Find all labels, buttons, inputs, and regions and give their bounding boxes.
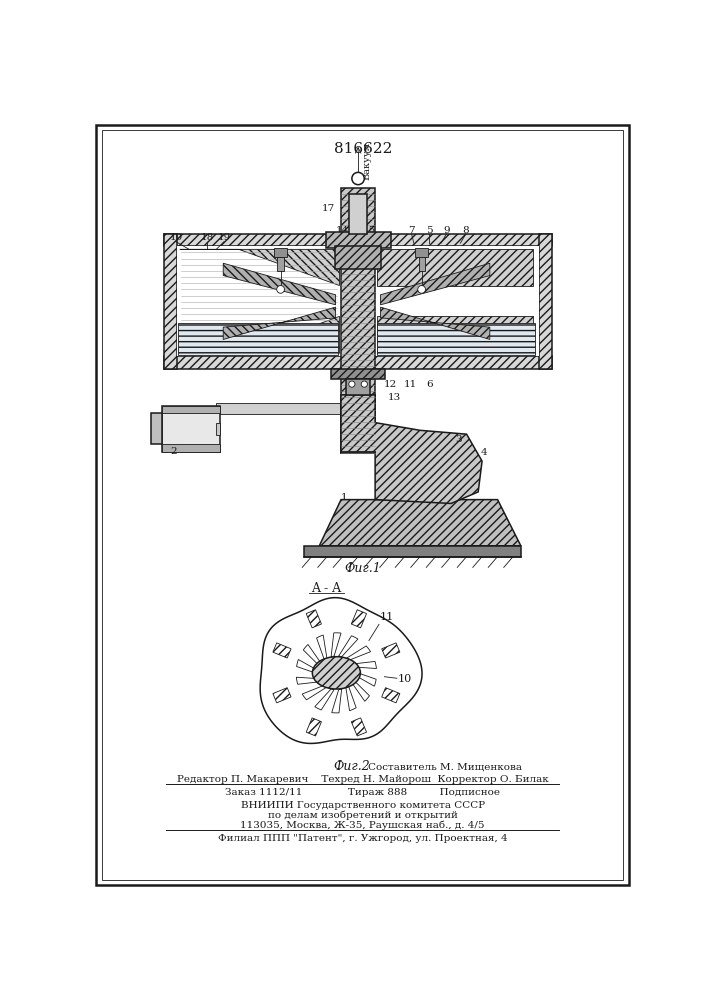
Polygon shape (380, 307, 490, 339)
Text: 10: 10 (397, 674, 411, 684)
Polygon shape (382, 688, 400, 703)
Bar (177, 246, 539, 356)
Text: 17: 17 (322, 204, 335, 213)
Polygon shape (339, 636, 358, 657)
Text: 16: 16 (347, 214, 360, 223)
Bar (419, 257, 425, 271)
Polygon shape (325, 232, 391, 248)
Bar (178, 323, 338, 355)
Text: 5: 5 (426, 226, 433, 235)
Bar (162, 406, 220, 413)
Polygon shape (354, 671, 376, 686)
Bar (162, 444, 220, 452)
Bar (416, 248, 428, 257)
Text: 4: 4 (480, 448, 487, 457)
Polygon shape (346, 646, 370, 661)
Text: 6: 6 (426, 380, 433, 389)
Polygon shape (539, 234, 552, 369)
Polygon shape (302, 685, 327, 700)
Polygon shape (341, 395, 482, 503)
Polygon shape (306, 610, 322, 628)
Text: 1: 1 (341, 493, 347, 502)
Polygon shape (273, 688, 291, 703)
Bar (216, 423, 220, 435)
Text: 15: 15 (362, 226, 375, 235)
Polygon shape (351, 661, 376, 669)
Text: 11: 11 (404, 380, 416, 389)
Text: 19: 19 (217, 233, 230, 242)
Bar (377, 323, 534, 355)
Polygon shape (296, 677, 322, 684)
Polygon shape (317, 635, 327, 661)
Polygon shape (331, 633, 341, 657)
Circle shape (361, 381, 368, 387)
Bar (274, 248, 287, 257)
Ellipse shape (312, 657, 361, 689)
Text: Вакуум: Вакуум (363, 142, 372, 180)
Circle shape (352, 172, 364, 185)
Text: 14: 14 (336, 226, 349, 235)
Polygon shape (382, 643, 400, 658)
Text: 3: 3 (455, 435, 462, 444)
Text: 816622: 816622 (334, 142, 392, 156)
Bar (216, 403, 341, 414)
Circle shape (276, 286, 284, 293)
Text: 7: 7 (408, 226, 415, 235)
Text: Филиал ППП "Патент", г. Ужгород, ул. Проектная, 4: Филиал ППП "Патент", г. Ужгород, ул. Про… (218, 834, 508, 843)
Bar (346, 379, 370, 395)
Text: 11: 11 (380, 612, 394, 622)
Polygon shape (351, 610, 366, 628)
Bar (151, 413, 162, 444)
Circle shape (418, 286, 426, 293)
Polygon shape (180, 249, 339, 286)
Polygon shape (273, 643, 291, 658)
Polygon shape (164, 356, 552, 369)
Text: Редактор П. Макаревич    Техред Н. Майорош  Корректор О. Билак: Редактор П. Макаревич Техред Н. Майорош … (177, 775, 549, 784)
Polygon shape (377, 249, 533, 286)
Text: 13: 13 (388, 393, 401, 402)
Circle shape (349, 381, 355, 387)
Polygon shape (223, 263, 336, 305)
Text: 12: 12 (384, 380, 397, 389)
Text: по делам изобретений и открытий: по делам изобретений и открытий (268, 811, 457, 820)
Bar (331, 369, 385, 379)
Polygon shape (315, 689, 334, 710)
Polygon shape (377, 316, 533, 353)
Text: A - A: A - A (311, 582, 341, 595)
Polygon shape (180, 316, 339, 353)
Polygon shape (351, 679, 370, 701)
Text: 113035, Москва, Ж-35, Раушская наб., д. 4/5: 113035, Москва, Ж-35, Раушская наб., д. … (240, 821, 485, 830)
Bar (162, 406, 220, 452)
Text: Составитель М. Мищенкова: Составитель М. Мищенкова (368, 762, 522, 771)
Polygon shape (164, 234, 177, 369)
Text: Фиг.2: Фиг.2 (334, 760, 370, 773)
Bar (341, 395, 375, 453)
Polygon shape (341, 188, 375, 453)
Polygon shape (164, 234, 552, 246)
Bar (335, 246, 381, 269)
Polygon shape (351, 718, 366, 736)
Polygon shape (380, 263, 490, 305)
Polygon shape (223, 307, 336, 339)
Bar (304, 546, 521, 557)
Polygon shape (332, 689, 341, 713)
Text: 10: 10 (169, 233, 182, 242)
Polygon shape (346, 685, 356, 711)
Text: ВНИИПИ Государственного комитета СССР: ВНИИПИ Государственного комитета СССР (240, 801, 485, 810)
Text: 9: 9 (443, 226, 450, 235)
Text: 2: 2 (170, 447, 177, 456)
Bar (349, 194, 368, 234)
Polygon shape (320, 500, 521, 546)
Text: Заказ 1112/11              Тираж 888          Подписное: Заказ 1112/11 Тираж 888 Подписное (226, 788, 501, 797)
Text: 18: 18 (200, 233, 214, 242)
Text: 8: 8 (462, 226, 469, 235)
Polygon shape (297, 660, 320, 674)
Text: Фиг.1: Фиг.1 (344, 562, 381, 575)
Polygon shape (303, 644, 322, 667)
Polygon shape (306, 718, 322, 736)
Polygon shape (260, 598, 422, 743)
Bar (277, 257, 284, 271)
